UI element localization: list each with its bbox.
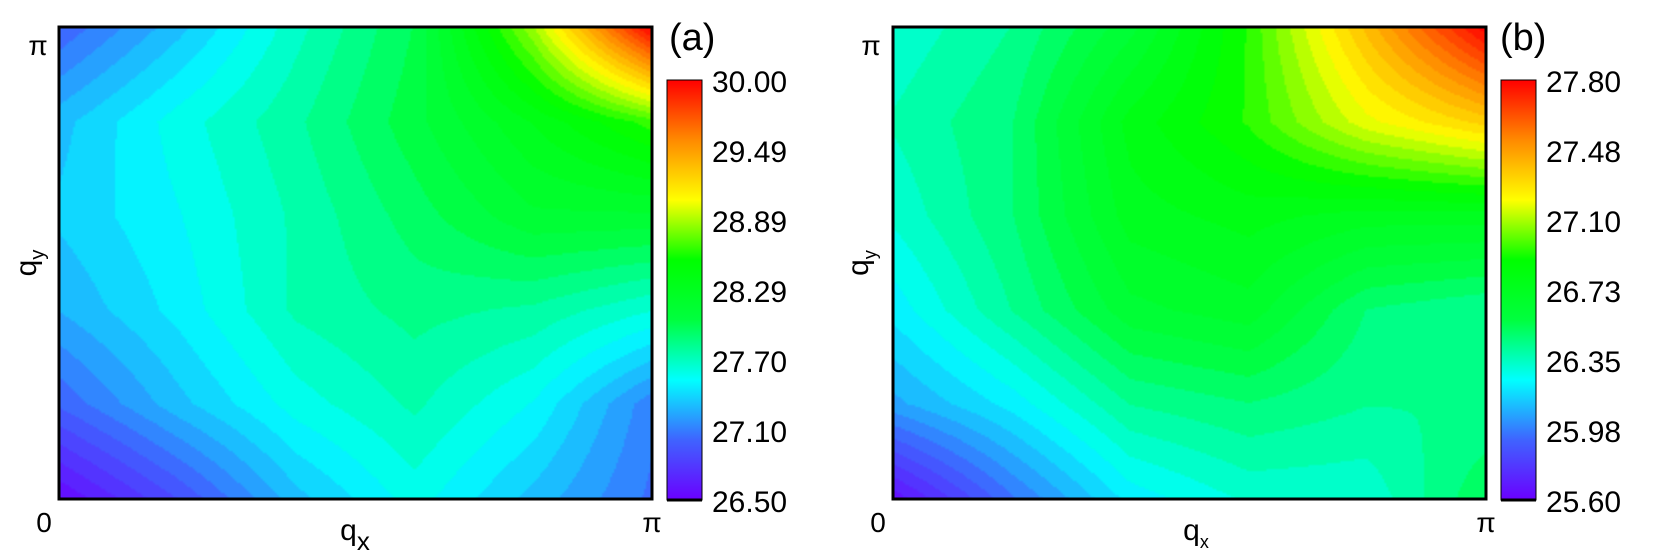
colorbar-tick-a-5: 27.10 — [712, 416, 787, 449]
colorbar-a: 30.00 29.49 28.89 28.29 27.70 27.10 26.50 — [666, 66, 787, 519]
colorbar-tick-a-1: 29.49 — [712, 136, 787, 169]
y-tick-bottom-b: 0 — [870, 507, 886, 538]
colorbar-tick-a-3: 28.29 — [712, 276, 787, 309]
colorbar-tick-a-4: 27.70 — [712, 346, 787, 379]
colorbar-tick-b-2: 27.10 — [1546, 206, 1621, 239]
plot-frame-b — [891, 25, 1488, 501]
heatmap-b — [893, 27, 1486, 499]
colorbar-tick-a-6: 26.50 — [712, 486, 787, 519]
colorbar-tick-a-2: 28.89 — [712, 206, 787, 239]
colorbar-gradient-b — [1501, 80, 1536, 500]
y-tick-top-b: π — [861, 30, 880, 61]
panel-b: (b) π 0 π qx qy 27.80 27.48 27.10 26.73 26.3… — [842, 17, 1621, 552]
y-axis-label-b: qy — [842, 250, 880, 276]
x-axis-label-b: qx — [1183, 514, 1209, 552]
colorbar-gradient-a — [667, 80, 702, 500]
y-tick-top-a: π — [28, 30, 47, 61]
panel-label-a: (a) — [669, 17, 715, 59]
heatmap-a — [59, 27, 652, 499]
y-tick-bottom-a: 0 — [36, 507, 52, 538]
plot-frame-a — [57, 25, 654, 501]
x-tick-right-a: π — [642, 507, 661, 538]
x-axis-label-a: qx — [340, 514, 370, 556]
panel-a: (a) π 0 π qx qy 30.00 29.49 28.89 28.29 27.7… — [10, 17, 787, 556]
colorbar-tick-b-4: 26.35 — [1546, 346, 1621, 379]
colorbar-tick-a-0: 30.00 — [712, 66, 787, 99]
x-tick-right-b: π — [1476, 507, 1495, 538]
colorbar-tick-b-3: 26.73 — [1546, 276, 1621, 309]
colorbar-tick-b-1: 27.48 — [1546, 136, 1621, 169]
colorbar-tick-b-6: 25.60 — [1546, 486, 1621, 519]
colorbar-tick-b-0: 27.80 — [1546, 66, 1621, 99]
y-axis-label-a: qy — [10, 250, 49, 277]
panel-label-b: (b) — [1500, 17, 1546, 59]
colorbar-tick-b-5: 25.98 — [1546, 416, 1621, 449]
colorbar-b: 27.80 27.48 27.10 26.73 26.35 25.98 25.60 — [1500, 66, 1621, 519]
